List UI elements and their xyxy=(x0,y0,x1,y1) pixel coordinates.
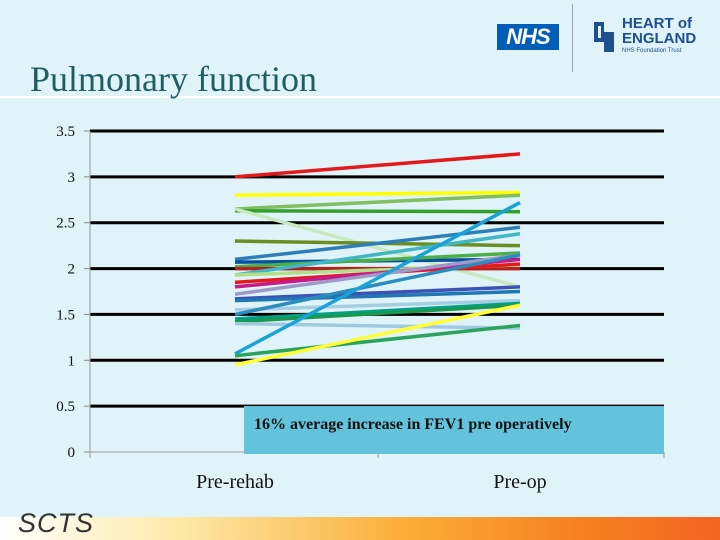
series-line xyxy=(234,253,521,296)
series-lines xyxy=(234,152,521,367)
y-tick-label: 1 xyxy=(68,353,76,369)
y-tick-label: 1.5 xyxy=(56,307,75,323)
logo-divider xyxy=(572,4,573,72)
trust-name-line1: HEART of xyxy=(622,15,692,32)
series-line xyxy=(234,303,521,367)
trust-subtitle: NHS Foundation Trust xyxy=(622,48,682,54)
series-line xyxy=(234,193,521,211)
y-tick-label: 0 xyxy=(68,445,76,461)
y-tick-label: 2 xyxy=(68,262,76,278)
tick-labels: 0 0.5 1 1.5 2 2.5 3 3.5 Pre-rehab Pre-op xyxy=(56,124,546,493)
heart-of-england-logo: HEART of ENGLAND NHS Foundation Trust xyxy=(590,16,710,60)
y-tick-label: 2.5 xyxy=(56,216,75,232)
series-line xyxy=(234,152,521,179)
y-tick-label: 0.5 xyxy=(56,399,75,415)
series-line xyxy=(234,231,521,277)
y-tick-label: 3.5 xyxy=(56,124,75,140)
series-line xyxy=(234,289,521,303)
series-line xyxy=(234,207,521,289)
scts-logo: SCTS xyxy=(18,508,95,538)
series-line xyxy=(234,303,521,324)
header-divider xyxy=(0,96,720,98)
page-title: Pulmonary function xyxy=(30,59,317,99)
series-line xyxy=(234,253,521,317)
series-line xyxy=(234,251,521,269)
series-line xyxy=(234,321,521,330)
footer-band xyxy=(0,517,720,540)
series-line xyxy=(234,323,521,358)
series-line xyxy=(234,298,521,312)
series-line xyxy=(234,225,521,262)
y-tick-label: 3 xyxy=(68,170,76,186)
series-line xyxy=(234,209,521,214)
x-tick-label: Pre-op xyxy=(493,471,546,493)
series-line xyxy=(234,285,521,301)
trust-name-line2: ENGLAND xyxy=(622,30,697,47)
chart-annotation: 16% average increase in FEV1 pre operati… xyxy=(244,406,664,454)
series-line xyxy=(234,190,521,197)
heart-of-england-icon xyxy=(594,22,614,52)
series-line xyxy=(234,200,521,356)
x-tick-label: Pre-rehab xyxy=(196,471,274,493)
nhs-logo: NHS xyxy=(497,24,559,50)
series-line xyxy=(234,301,521,321)
